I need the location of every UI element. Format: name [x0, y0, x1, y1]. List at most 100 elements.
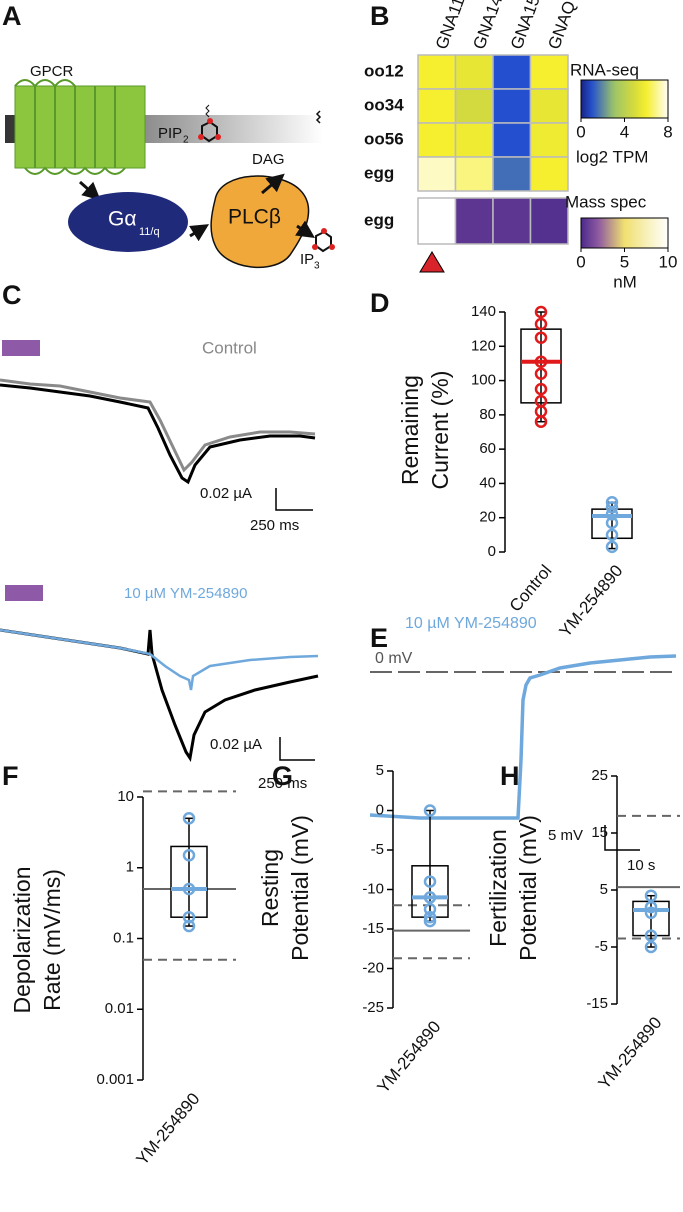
y-tick-label: 0 — [488, 543, 496, 560]
column-label: GNA14 — [469, 0, 506, 52]
row-label: oo56 — [364, 129, 404, 148]
y-tick-label: -15 — [586, 995, 608, 1012]
stimulus-bar — [5, 585, 43, 601]
point — [605, 501, 619, 514]
heat-cell — [454, 122, 494, 158]
heat-cell — [492, 88, 532, 124]
colorbar-tick-label: 0 — [576, 252, 585, 271]
loops — [14, 79, 126, 175]
x-tick-label: Control — [506, 561, 556, 615]
row-label: oo34 — [364, 95, 404, 114]
colorbar-tick-label: 10 — [659, 252, 678, 271]
trace — [0, 628, 319, 691]
point — [423, 804, 437, 817]
y-axis-label: Rate (mV/ms) — [39, 869, 65, 1011]
y-tick-label: 1 — [126, 859, 134, 876]
point — [644, 889, 658, 902]
heat-cell — [454, 156, 494, 192]
heat-cell — [454, 88, 494, 124]
scale-bar — [279, 737, 315, 761]
y-axis-label: Current (%) — [427, 371, 453, 490]
panel-label: G — [272, 761, 293, 791]
colorbar — [580, 217, 669, 249]
point — [423, 914, 437, 928]
y-tick-label: -10 — [362, 880, 384, 897]
point — [423, 875, 437, 888]
point — [534, 367, 548, 380]
scale-label: 0.02 µA — [210, 736, 262, 753]
y-tick-label: -25 — [362, 999, 384, 1016]
trace-label: 10 µM YM-254890 — [405, 615, 537, 632]
panel-label: H — [500, 761, 520, 791]
panel-label: E — [370, 623, 388, 653]
scale-label: 10 s — [627, 857, 655, 874]
trace — [0, 628, 319, 762]
x-tick-label: YM-254890 — [132, 1089, 203, 1169]
y-tick-label: -5 — [595, 938, 608, 955]
y-tick-label: 60 — [479, 440, 496, 457]
point — [182, 812, 196, 825]
point — [182, 910, 196, 924]
heat-cell — [529, 156, 569, 192]
point — [423, 903, 437, 916]
trace — [0, 378, 316, 473]
y-axis-label: Depolarization — [9, 866, 35, 1013]
molecule — [315, 110, 322, 124]
point — [605, 516, 619, 530]
panel-label: B — [370, 1, 390, 31]
diagram: GPCR Gα 11/q PLCβ PIP 2 DAG IP 3 — [5, 63, 335, 272]
colorbar-tick-label: 5 — [620, 252, 629, 271]
point — [423, 910, 437, 924]
label: PLCβ — [228, 206, 281, 229]
colorbar-tick-label: 4 — [620, 122, 629, 141]
y-tick-label: 0.1 — [113, 929, 134, 946]
point — [182, 882, 196, 896]
label: Gα — [108, 208, 136, 231]
label: 3 — [314, 261, 320, 272]
point — [534, 382, 548, 396]
gpcr — [14, 85, 146, 169]
point — [605, 496, 619, 509]
x-tick-label: YM-254890 — [555, 561, 626, 641]
heat-cell — [529, 54, 569, 90]
y-tick-label: 5 — [600, 881, 608, 898]
scale-label: 5 mV — [548, 827, 583, 844]
y-axis-label: Potential (mV) — [515, 815, 541, 961]
scale-label: 0.02 µA — [200, 485, 252, 502]
trace — [369, 654, 677, 820]
heat-cell — [492, 54, 532, 90]
heat-cell — [492, 122, 532, 158]
heat-cell — [417, 122, 457, 158]
point — [644, 906, 658, 920]
y-tick-label: 10 — [117, 788, 134, 805]
trace-label: Control — [202, 338, 257, 357]
panel-label: C — [2, 280, 22, 310]
colorbar-label: nM — [613, 272, 637, 291]
y-axis-label: Resting — [257, 849, 283, 927]
colorbar-tick-label: 0 — [576, 122, 585, 141]
heat-cell — [492, 197, 532, 245]
colorbar-tick-label: 8 — [663, 122, 672, 141]
y-axis-label: Fertilization — [485, 829, 511, 947]
y-tick-label: 5 — [376, 762, 384, 779]
helices — [34, 86, 116, 168]
point — [534, 317, 548, 331]
zero-label: 0 mV — [375, 650, 413, 667]
label: GPCR — [30, 63, 74, 80]
point — [182, 849, 196, 862]
y-tick-label: 100 — [471, 372, 496, 389]
colorbar-title: RNA-seq — [570, 60, 639, 79]
row-label: egg — [364, 210, 394, 229]
heat-cell — [529, 88, 569, 124]
point — [534, 305, 548, 319]
label: 2 — [183, 135, 189, 146]
point — [534, 355, 548, 368]
point — [644, 940, 658, 954]
box — [170, 845, 208, 918]
colorbar-label: log2 TPM — [576, 147, 648, 166]
point — [534, 331, 548, 344]
y-tick-label: 0 — [376, 801, 384, 818]
stimulus-bar — [2, 340, 40, 356]
marker-triangle — [419, 251, 445, 273]
